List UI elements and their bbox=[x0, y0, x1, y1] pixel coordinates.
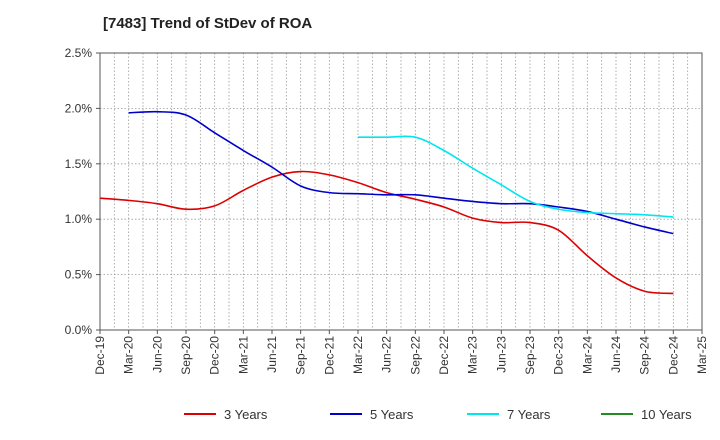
series-line-3-years bbox=[99, 170, 674, 295]
legend-label-7-years: 7 Years bbox=[507, 407, 551, 422]
x-tick-label: Dec-19 bbox=[93, 336, 107, 375]
x-tick-label: Jun-20 bbox=[150, 336, 164, 373]
x-tick-label: Jun-24 bbox=[609, 336, 623, 373]
series-line-7-years bbox=[358, 135, 674, 218]
x-tick-label: Mar-22 bbox=[351, 336, 365, 374]
x-tick-label: Jun-23 bbox=[494, 336, 508, 373]
legend-label-3-years: 3 Years bbox=[224, 407, 268, 422]
x-tick-label: Sep-23 bbox=[523, 336, 537, 375]
legend-label-10-years: 10 Years bbox=[641, 407, 692, 422]
y-tick-label: 2.5% bbox=[65, 46, 93, 60]
plot-border bbox=[99, 52, 703, 331]
y-tick-label: 1.0% bbox=[65, 212, 93, 226]
chart-title: [7483] Trend of StDev of ROA bbox=[103, 15, 313, 32]
x-tick-label: Jun-22 bbox=[380, 336, 394, 373]
x-tick-label: Mar-20 bbox=[122, 336, 136, 374]
x-tick-label: Dec-23 bbox=[552, 336, 566, 375]
x-tick-label: Mar-23 bbox=[466, 336, 480, 374]
x-tick-label: Dec-22 bbox=[437, 336, 451, 375]
y-tick-label: 0.0% bbox=[65, 323, 93, 337]
legend-label-5-years: 5 Years bbox=[370, 407, 414, 422]
x-tick-label: Sep-24 bbox=[638, 336, 652, 375]
x-tick-label: Mar-25 bbox=[695, 336, 709, 374]
x-tick-label: Dec-20 bbox=[208, 336, 222, 375]
x-tick-label: Mar-21 bbox=[236, 336, 250, 374]
x-tick-label: Dec-24 bbox=[666, 336, 680, 375]
y-tick-label: 2.0% bbox=[65, 101, 93, 115]
x-tick-label: Mar-24 bbox=[580, 336, 594, 374]
x-tick-label: Sep-22 bbox=[408, 336, 422, 375]
y-tick-label: 0.5% bbox=[65, 268, 93, 282]
x-tick-label: Jun-21 bbox=[265, 336, 279, 373]
y-tick-label: 1.5% bbox=[65, 157, 93, 171]
x-tick-label: Sep-20 bbox=[179, 336, 193, 375]
x-tick-label: Sep-21 bbox=[294, 336, 308, 375]
x-tick-label: Dec-21 bbox=[322, 336, 336, 375]
series-line-5-years bbox=[128, 110, 674, 235]
